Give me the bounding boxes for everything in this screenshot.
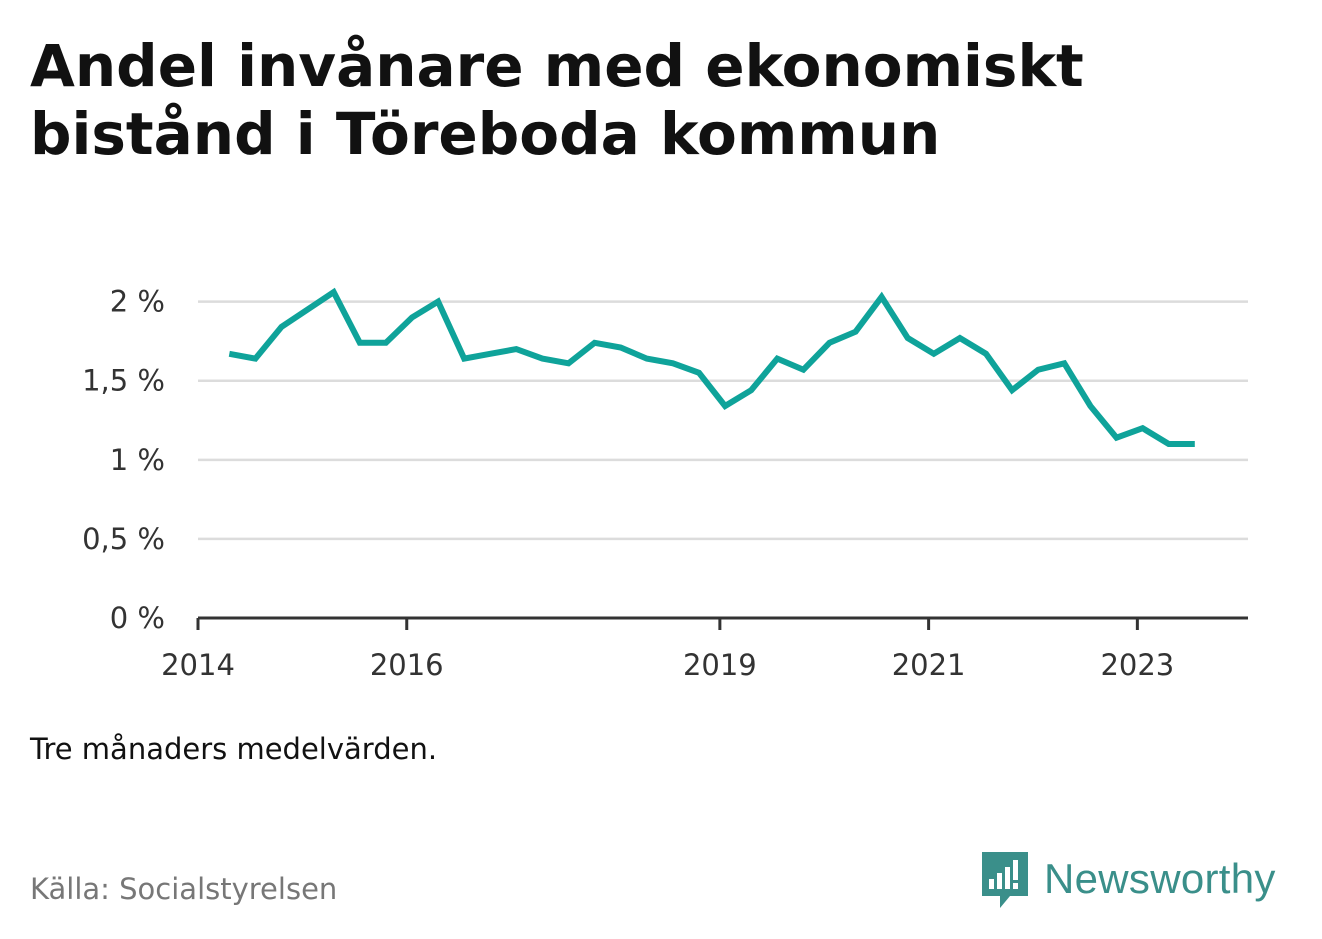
y-tick-label: 0,5 %	[82, 522, 165, 556]
source-text: Källa: Socialstyrelsen	[30, 872, 338, 906]
x-tick-label: 2023	[1100, 648, 1174, 682]
brand-name: Newsworthy	[1044, 855, 1276, 902]
gridlines	[198, 300, 1248, 541]
y-tick-label: 1 %	[110, 443, 165, 477]
y-tick-label: 2 %	[110, 285, 165, 319]
x-tick-label: 2016	[370, 648, 444, 682]
x-tick-label: 2019	[683, 648, 757, 682]
series-line-path	[228, 287, 1195, 447]
chart-note: Tre månaders medelvärden.	[30, 732, 438, 766]
y-axis-ticks: 0 % 0,5 % 1 % 1,5 % 2 %	[82, 285, 165, 635]
line-chart: 0 % 0,5 % 1 % 1,5 % 2 % 2014 2016 2019 2021 2023	[82, 285, 1248, 682]
chart-title: Andel invånare med ekonomiskt bistånd i …	[30, 32, 1084, 168]
y-tick-label: 0 %	[110, 601, 165, 635]
y-tick-label: 1,5 %	[82, 364, 165, 398]
x-axis: 2014 2016 2019 2021 2023	[161, 616, 1248, 682]
newsworthy-logo-icon	[982, 852, 1028, 908]
chart-area: 0 % 0,5 % 1 % 1,5 % 2 % 2014 2016 2019 2021 2023	[0, 230, 1322, 700]
x-tick-label: 2021	[892, 648, 966, 682]
series-line	[228, 287, 1195, 447]
x-tick-label: 2014	[161, 648, 235, 682]
brand-logo: Newsworthy	[980, 848, 1276, 910]
